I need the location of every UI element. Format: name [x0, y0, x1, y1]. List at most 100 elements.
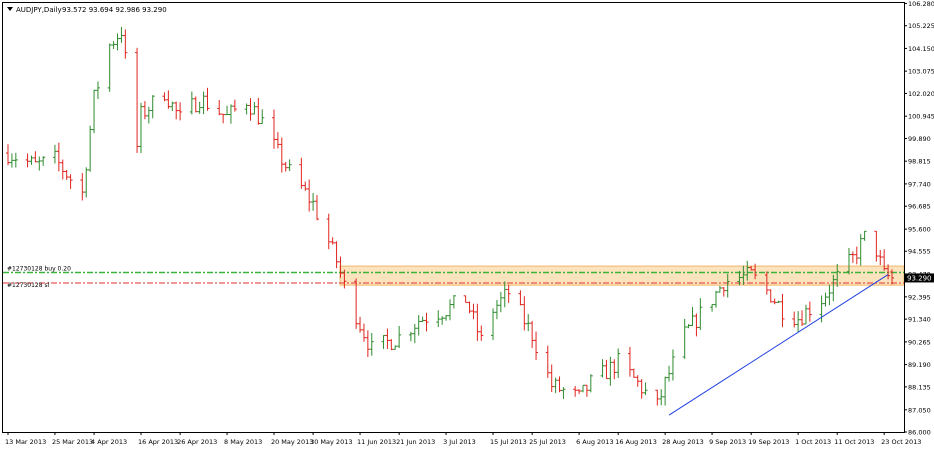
x-tick-label: 19 Sep 2013 [748, 438, 789, 446]
price-bar [612, 359, 617, 380]
price-bar [166, 90, 171, 109]
price-bar [41, 156, 46, 166]
price-bar [303, 181, 308, 191]
x-tick-label: 26 Apr 2013 [177, 438, 217, 446]
price-bar [444, 314, 449, 321]
price-bar [315, 195, 320, 221]
price-bar [448, 299, 452, 321]
price-bar [424, 312, 429, 332]
price-bar [150, 95, 155, 119]
price-bar [741, 265, 746, 285]
x-tick-label: 25 Jul 2013 [529, 438, 566, 446]
price-bar [721, 287, 726, 297]
price-bar [299, 157, 304, 189]
price-bar [197, 101, 202, 114]
y-tick-label: 89.190 [908, 361, 931, 369]
price-bar [326, 213, 331, 250]
order-lines-layer: #12730128 buy 0.20 #12730128 sl [3, 265, 904, 289]
price-bar [221, 113, 226, 124]
price-bar [420, 316, 425, 323]
price-bar [275, 132, 280, 149]
y-tick-label: 103.075 [908, 68, 934, 76]
current-price-label: 93.290 [907, 274, 932, 282]
price-bar [502, 281, 507, 308]
price-bar [764, 271, 769, 295]
price-bar [725, 273, 730, 298]
price-bar [119, 26, 124, 43]
ohlc-readout: 93.572 93.694 92.986 93.290 [62, 6, 167, 14]
price-bar [252, 101, 257, 115]
price-bar [471, 303, 476, 320]
price-bar [553, 377, 558, 394]
price-bar [753, 263, 758, 280]
price-bar [201, 91, 206, 115]
y-tick-label: 94.555 [908, 248, 931, 256]
price-bar [174, 101, 179, 120]
y-tick-label: 99.890 [908, 135, 931, 143]
y-tick-label: 96.685 [908, 203, 931, 211]
price-bar [749, 265, 754, 271]
price-bar [850, 251, 855, 263]
price-bar [68, 174, 73, 189]
x-tick-label: 15 Jul 2013 [490, 438, 527, 446]
price-bar [886, 264, 891, 280]
price-bars-layer [6, 26, 894, 406]
price-bar [549, 364, 554, 392]
price-bar [205, 87, 210, 111]
price-bar [796, 311, 801, 333]
x-tick-label: 28 Aug 2013 [662, 438, 704, 446]
price-bar [643, 382, 648, 396]
price-bar [338, 256, 343, 278]
price-bar [561, 387, 566, 399]
price-bar [631, 368, 636, 378]
price-bar [13, 152, 18, 168]
price-bar [52, 144, 57, 164]
price-bar [862, 230, 867, 241]
price-bar [354, 278, 359, 329]
price-bar [142, 101, 147, 120]
price-bar [84, 167, 89, 198]
price-bar [745, 260, 750, 281]
price-bar [170, 101, 175, 112]
symbol-label: AUDJPY,Daily [16, 6, 62, 14]
price-bar [193, 96, 198, 113]
y-tick-label: 105.225 [908, 22, 934, 30]
x-tick-label: 11 Oct 2013 [834, 438, 874, 446]
price-bar [494, 299, 499, 320]
price-bar [138, 102, 143, 154]
price-bar [670, 349, 675, 381]
price-bar [56, 142, 61, 172]
y-tick-label: 102.020 [908, 90, 934, 98]
price-bar [659, 389, 664, 406]
y-tick-label: 95.600 [908, 226, 931, 234]
price-bar [573, 386, 578, 397]
price-bar [361, 323, 366, 342]
price-bar [846, 247, 851, 275]
price-bar [440, 316, 445, 325]
y-tick-label: 97.740 [908, 180, 931, 188]
price-bar [635, 375, 640, 387]
price-bar [698, 298, 703, 331]
x-tick-label: 11 Jun 2013 [357, 438, 396, 446]
price-bar [580, 384, 585, 393]
price-bar [498, 291, 503, 313]
price-bar [29, 155, 34, 165]
price-bar [878, 250, 883, 266]
price-bar [682, 318, 687, 359]
price-bar [228, 104, 233, 124]
price-bar [768, 289, 773, 303]
price-bar [717, 285, 722, 293]
price-bar [369, 333, 374, 356]
triangle-down-icon[interactable] [7, 7, 13, 11]
current-price-box: 93.290 [905, 273, 934, 283]
price-bar [256, 97, 261, 125]
x-tick-label: 21 Jun 2013 [396, 438, 435, 446]
price-bar [545, 345, 550, 378]
price-bar [800, 310, 805, 326]
price-bar [107, 43, 112, 92]
price-bar [667, 365, 672, 382]
